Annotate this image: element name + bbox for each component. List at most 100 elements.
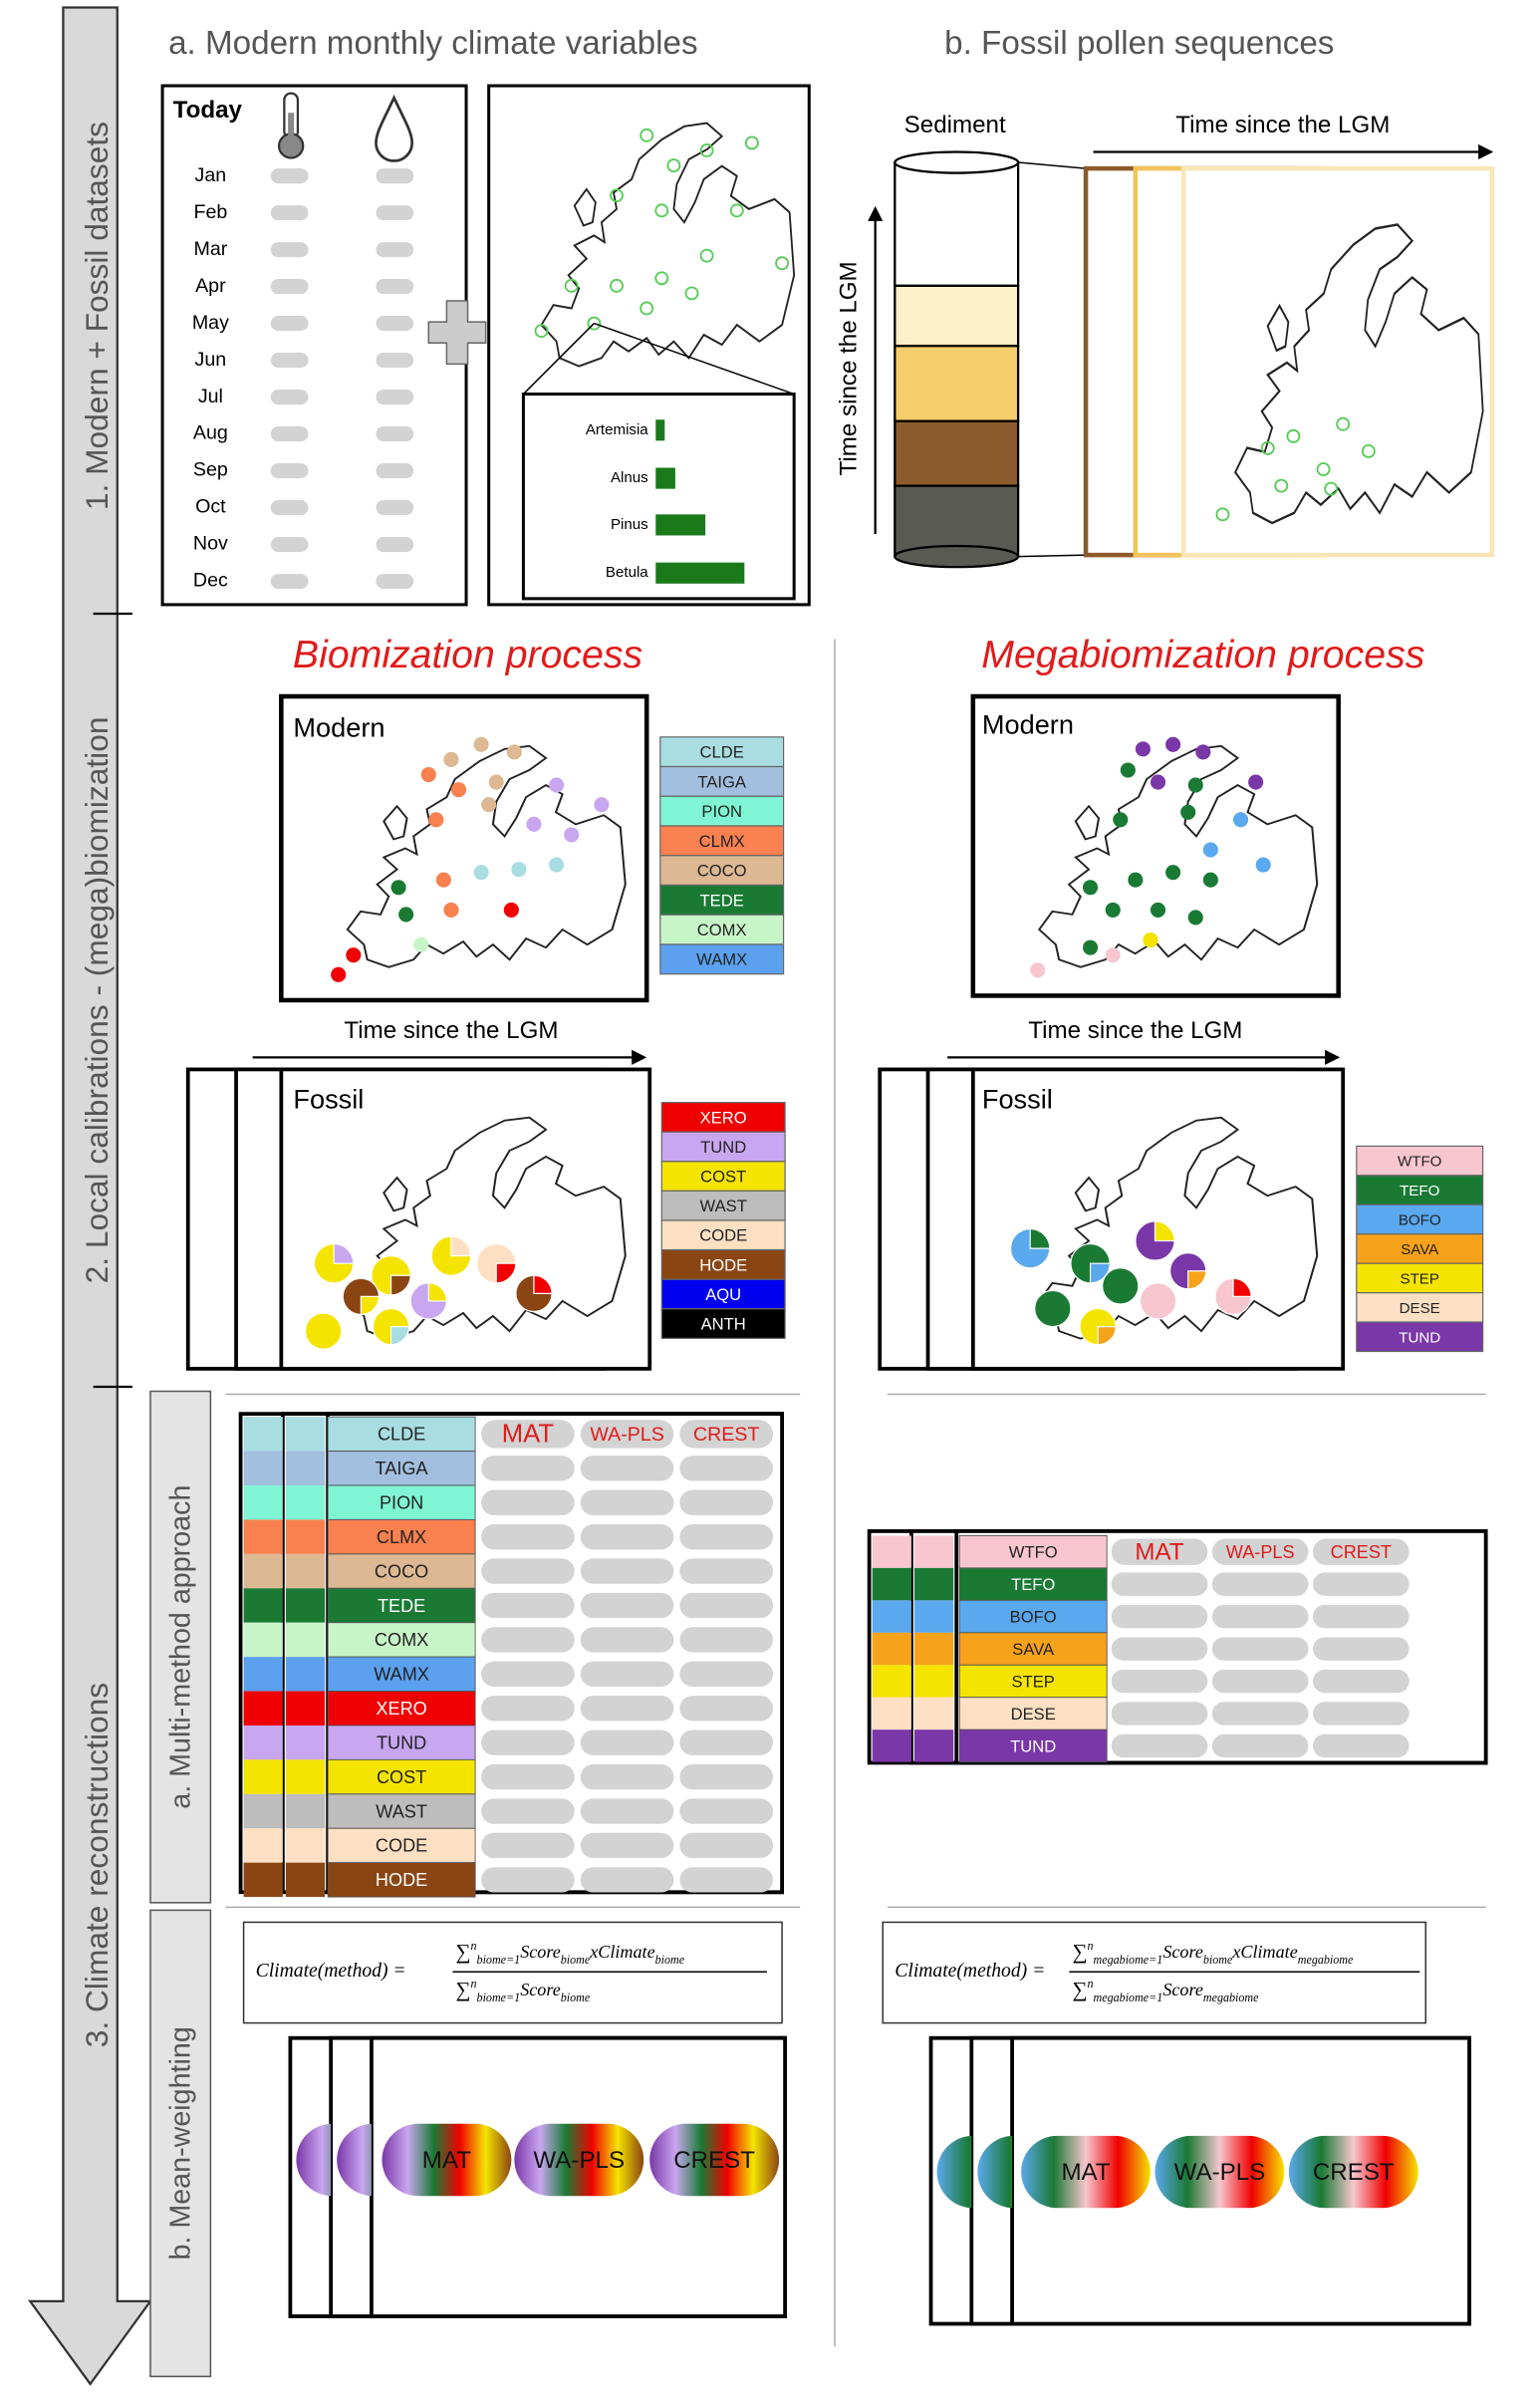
time-axis-label: Time since the LGM bbox=[344, 1017, 558, 1044]
value-placeholder bbox=[1313, 1637, 1410, 1661]
value-placeholder bbox=[481, 1661, 575, 1688]
value-placeholder bbox=[270, 499, 309, 516]
value-placeholder bbox=[481, 1867, 575, 1893]
table-row-label: CLMX bbox=[377, 1527, 426, 1547]
value-placeholder bbox=[270, 316, 309, 332]
stack-swatch bbox=[243, 1691, 283, 1726]
method-header: CREST bbox=[1331, 1542, 1392, 1562]
result-label: WA-PLS bbox=[533, 2147, 625, 2174]
table-row-label: WTFO bbox=[1009, 1543, 1058, 1562]
table-row-cell bbox=[327, 1518, 476, 1555]
taxon-label: Betula bbox=[606, 564, 648, 581]
method-header: CREST bbox=[693, 1424, 759, 1446]
stack-swatch bbox=[243, 1519, 283, 1554]
legend-swatch bbox=[659, 855, 785, 887]
value-placeholder bbox=[1211, 1637, 1309, 1661]
stack-swatch bbox=[285, 1657, 326, 1692]
pie-sites bbox=[1009, 1220, 1252, 1346]
legend-swatch bbox=[660, 1161, 786, 1193]
value-placeholder bbox=[679, 1729, 774, 1755]
table-row-label: STEP bbox=[1012, 1672, 1055, 1691]
legend-swatch bbox=[659, 884, 785, 916]
table-row-label: HODE bbox=[376, 1870, 427, 1890]
today-box bbox=[160, 84, 468, 607]
formula-part: n bbox=[1088, 1977, 1094, 1991]
value-placeholder bbox=[270, 426, 309, 442]
table-row-cell bbox=[327, 1622, 476, 1658]
table-row-cell bbox=[327, 1862, 476, 1898]
taxon-label: Pinus bbox=[611, 516, 648, 533]
legend-label: XERO bbox=[700, 1108, 747, 1127]
arrowhead bbox=[632, 1049, 647, 1065]
value-placeholder bbox=[1111, 1637, 1208, 1661]
stack-swatch bbox=[243, 1759, 283, 1794]
table-row-cell bbox=[327, 1587, 476, 1624]
legend-label: TEDE bbox=[700, 891, 744, 910]
value-placeholder bbox=[481, 1763, 575, 1790]
value-placeholder bbox=[270, 168, 309, 184]
stack-swatch bbox=[285, 1519, 326, 1554]
value-placeholder bbox=[1313, 1669, 1410, 1694]
legend-label: TEFO bbox=[1400, 1183, 1439, 1199]
value-placeholder bbox=[679, 1558, 774, 1584]
formula-part: biome bbox=[561, 1991, 591, 2004]
table-row-cell bbox=[958, 1534, 1108, 1569]
value-placeholder bbox=[580, 1523, 674, 1550]
pie-sites bbox=[304, 1235, 553, 1350]
stack-swatch bbox=[913, 1632, 954, 1666]
stack-swatch bbox=[285, 1553, 326, 1589]
method-header-pill bbox=[1111, 1538, 1208, 1565]
formula-part: biome bbox=[561, 1953, 591, 1967]
legend-swatch bbox=[659, 736, 785, 768]
map-label: Fossil bbox=[293, 1083, 364, 1114]
value-placeholder bbox=[1313, 1572, 1410, 1596]
section-label: 2. Local calibrations - (mega)biomizatio… bbox=[79, 717, 115, 1284]
value-placeholder bbox=[376, 168, 414, 184]
result-label: MAT bbox=[1061, 2159, 1110, 2186]
month-label: Jan bbox=[195, 164, 227, 186]
value-placeholder bbox=[376, 426, 414, 442]
value-placeholder bbox=[376, 573, 414, 590]
taxon-label: Artemisia bbox=[586, 421, 648, 438]
legend-label: PION bbox=[701, 802, 742, 821]
stack-swatch bbox=[872, 1729, 911, 1762]
value-placeholder bbox=[580, 1867, 674, 1893]
method-header-pill bbox=[580, 1420, 674, 1449]
value-placeholder bbox=[1111, 1733, 1208, 1758]
stack-swatch bbox=[243, 1657, 283, 1692]
formula-part: biome=1 bbox=[477, 1991, 521, 2004]
sediment-core bbox=[894, 150, 1020, 569]
result-pill bbox=[1021, 2135, 1151, 2209]
legend-label: WAMX bbox=[696, 950, 747, 969]
value-placeholder bbox=[679, 1832, 774, 1859]
value-placeholder bbox=[270, 353, 309, 369]
today-label: Today bbox=[173, 97, 243, 124]
value-placeholder bbox=[580, 1729, 674, 1755]
value-placeholder bbox=[679, 1867, 774, 1893]
value-placeholder bbox=[1111, 1604, 1208, 1629]
table-row-label: COCO bbox=[375, 1561, 428, 1581]
formula-part: Score bbox=[520, 1980, 561, 1999]
legend-swatch bbox=[659, 825, 785, 857]
table-row-label: CLDE bbox=[378, 1425, 425, 1445]
result-pill bbox=[337, 2123, 372, 2197]
value-placeholder bbox=[580, 1763, 674, 1790]
formula-part: biome bbox=[1203, 1953, 1233, 1967]
value-placeholder bbox=[580, 1627, 674, 1653]
stack-swatch bbox=[285, 1451, 326, 1486]
result-pill bbox=[1288, 2135, 1418, 2209]
method-header: MAT bbox=[1135, 1539, 1183, 1566]
value-placeholder bbox=[270, 205, 309, 221]
site-dots bbox=[1030, 736, 1271, 978]
legend-label: COCO bbox=[697, 862, 747, 881]
taxon-label: Alnus bbox=[611, 469, 648, 486]
formula: Climate(method) =∑nmegabiome=1Scorebiome… bbox=[895, 1939, 1420, 2004]
table-row-cell bbox=[327, 1484, 476, 1520]
pollen-bar bbox=[655, 467, 675, 489]
table-row-cell bbox=[327, 1691, 476, 1727]
table-row-label: WAMX bbox=[374, 1665, 429, 1685]
site-dots bbox=[331, 736, 610, 982]
value-placeholder bbox=[679, 1763, 774, 1790]
legend-swatch bbox=[1356, 1233, 1484, 1264]
